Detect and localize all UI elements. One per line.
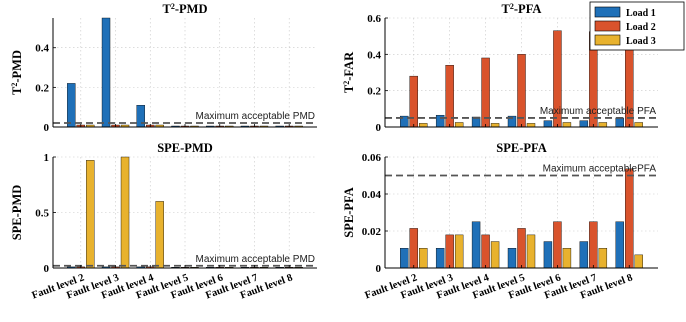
t2pmd-panel: Maximum acceptable PMD 0 0.2 0.4 T2-PMD T2-PM… [10, 2, 317, 134]
bar-load3-3 [120, 156, 130, 269]
bar-load3-2 [419, 248, 428, 269]
y-tick-label: 0.4 [367, 49, 381, 61]
legend-swatch [594, 34, 621, 46]
bar-load1-2 [400, 248, 409, 269]
legend-swatch [594, 20, 621, 32]
bar-load2-4 [481, 234, 490, 269]
bar-load1-2 [67, 83, 76, 128]
bar-load2-8 [625, 168, 634, 269]
y-axis-label: T2-PMD [10, 50, 25, 95]
bar-load3-5 [526, 123, 536, 128]
y-tick-label: 0.2 [367, 86, 381, 98]
y-tick-label: 0.6 [367, 13, 381, 25]
y-axis-label: T2-FAR [342, 51, 357, 93]
bar-load1-3 [435, 248, 445, 269]
bar-load1-5 [507, 248, 517, 269]
bar-load2-6 [553, 221, 562, 269]
threshold-label: Maximum acceptable PMD [196, 254, 315, 265]
bar-load1-7 [579, 241, 589, 269]
y-tick-label: 0.2 [35, 82, 49, 94]
threshold-label: Maximum acceptablePFA [543, 164, 657, 175]
bar-load3-2 [419, 123, 428, 128]
t2pfa-panel: Maximum acceptable PFA 0 0.2 0.4 0.6 T2-PFA T2… [342, 1, 685, 134]
bar-load2-5 [517, 54, 526, 128]
bar-load1-8 [615, 117, 624, 128]
bar-load1-6 [543, 241, 553, 269]
bar-load3-5 [526, 234, 536, 269]
bar-load1-7 [579, 120, 589, 128]
y-tick-label: 0 [44, 263, 50, 275]
legend-label: Load 2 [626, 22, 656, 33]
y-tick-label: 0 [376, 122, 382, 134]
bar-load1-6 [543, 120, 553, 128]
bar-load1-3 [101, 17, 111, 128]
bar-load1-3 [435, 114, 445, 128]
bar-load1-8 [615, 221, 624, 269]
bar-load3-6 [562, 122, 572, 128]
bar-load2-5 [517, 228, 526, 269]
bar-load3-3 [454, 234, 464, 269]
legend-label: Load 1 [626, 8, 656, 19]
bar-load3-4 [490, 241, 500, 269]
bar-load2-2 [409, 75, 418, 128]
y-tick-label: 0 [44, 122, 50, 134]
bar-load2-3 [445, 234, 454, 269]
bar-load3-4 [490, 123, 500, 128]
y-tick-label: 0.06 [362, 152, 382, 164]
bar-load3-8 [634, 122, 643, 128]
legend-label: Load 3 [626, 36, 656, 47]
y-axis-label: SPE-PFA [342, 187, 356, 237]
bar-load1-4 [471, 221, 481, 269]
chart-title: SPE-PMD [157, 141, 213, 155]
bar-load3-2 [86, 160, 95, 269]
y-tick-label: 0.4 [35, 43, 49, 55]
y-tick-label: 0.04 [362, 189, 382, 201]
y-tick-label: 0.02 [362, 226, 382, 238]
bar-load3-6 [562, 248, 572, 269]
bar-load3-4 [155, 201, 164, 269]
bar-load2-7 [589, 221, 598, 269]
bar-load3-3 [454, 122, 464, 128]
bar-load3-7 [598, 248, 608, 269]
threshold-label: Maximum acceptable PFA [540, 106, 656, 117]
y-tick-label: 1 [44, 152, 50, 164]
bar-load2-4 [481, 57, 490, 128]
bar-load2-2 [409, 228, 418, 269]
chart-title: T2-PMD [163, 2, 208, 17]
y-tick-label: 0.5 [35, 208, 49, 220]
bar-load3-7 [598, 122, 608, 128]
chart-title: T2-PFA [502, 2, 542, 17]
y-axis-label: SPE-PMD [10, 185, 24, 241]
bar-load3-8 [634, 254, 643, 269]
spepfa-panel: Maximum acceptablePFA00.020.040.06Fault … [342, 141, 658, 302]
chart-title: SPE-PFA [496, 141, 546, 155]
threshold-label: Maximum acceptable PMD [196, 111, 315, 122]
y-tick-label: 0 [376, 263, 382, 275]
legend: Load 1 Load 2 Load 3 [589, 1, 685, 51]
legend-swatch [594, 6, 621, 18]
